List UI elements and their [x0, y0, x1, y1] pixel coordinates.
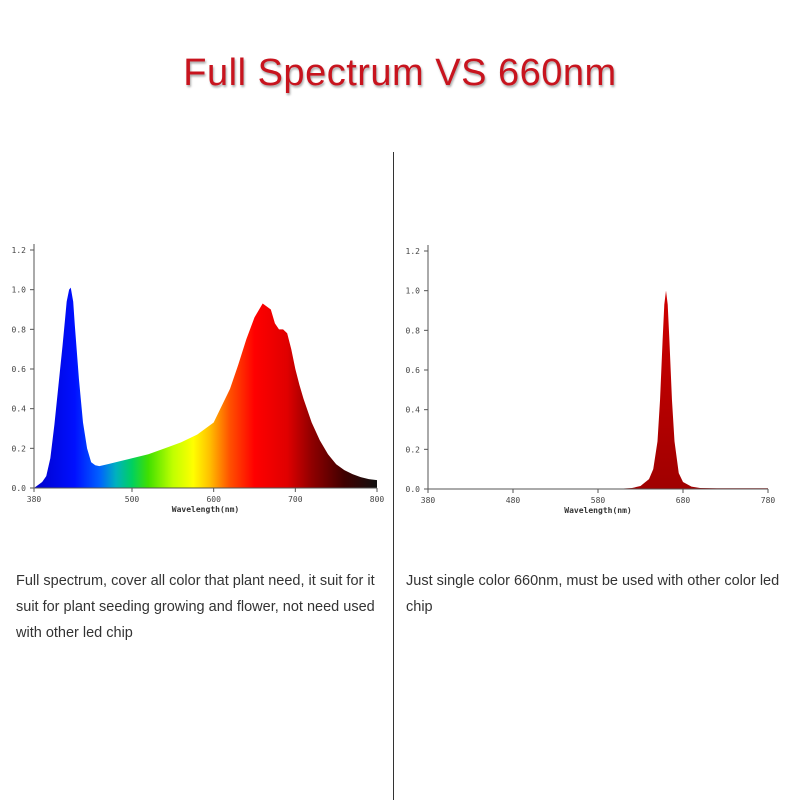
y-tick-label: 0.0	[12, 484, 27, 493]
x-tick-label: 700	[288, 495, 303, 504]
full-spectrum-description: Full spectrum, cover all color that plan…	[16, 573, 375, 641]
y-tick-label: 0.8	[406, 326, 421, 335]
x-tick-label: 580	[591, 496, 606, 505]
full-spectrum-chart: 0.0 0.2 0.4 0.6 0.8 1.0 1.2 380 500 600 700 800 Wave…	[12, 244, 385, 514]
y-tick-label: 0.0	[406, 485, 421, 494]
x-tick-label: 480	[506, 496, 521, 505]
x-tick-label: 780	[761, 496, 776, 505]
y-tick-label: 0.2	[406, 445, 421, 454]
x-tick-label: 800	[370, 495, 385, 504]
y-tick-label: 1.0	[406, 287, 421, 296]
y-tick-label: 0.4	[406, 406, 421, 415]
spectrum-area	[34, 287, 377, 488]
660nm-description: Just single color 660nm, must be used wi…	[406, 573, 780, 615]
x-tick-label: 600	[206, 495, 221, 504]
y-tick-label: 0.6	[406, 366, 421, 375]
y-tick-label: 0.6	[12, 365, 27, 374]
x-tick-label: 380	[27, 495, 42, 504]
center-divider	[393, 152, 394, 800]
x-axis-title: Wavelength(nm)	[564, 506, 631, 515]
y-tick-label: 1.2	[12, 246, 27, 255]
x-tick-label: 680	[676, 496, 691, 505]
y-tick-label: 0.2	[12, 444, 27, 453]
y-tick-label: 1.0	[12, 286, 27, 295]
y-tick-label: 0.8	[12, 325, 27, 334]
x-tick-label: 500	[125, 495, 140, 504]
x-axis-title: Wavelength(nm)	[172, 505, 239, 514]
y-tick-label: 1.2	[406, 247, 421, 256]
660nm-chart: 0.0 0.2 0.4 0.6 0.8 1.0 1.2 380 480 580 680 780 Wave…	[406, 245, 776, 515]
y-tick-label: 0.4	[12, 405, 27, 414]
spectrum-area	[428, 290, 768, 489]
x-tick-label: 380	[421, 496, 436, 505]
page-title: Full Spectrum VS 660nm	[183, 52, 617, 94]
